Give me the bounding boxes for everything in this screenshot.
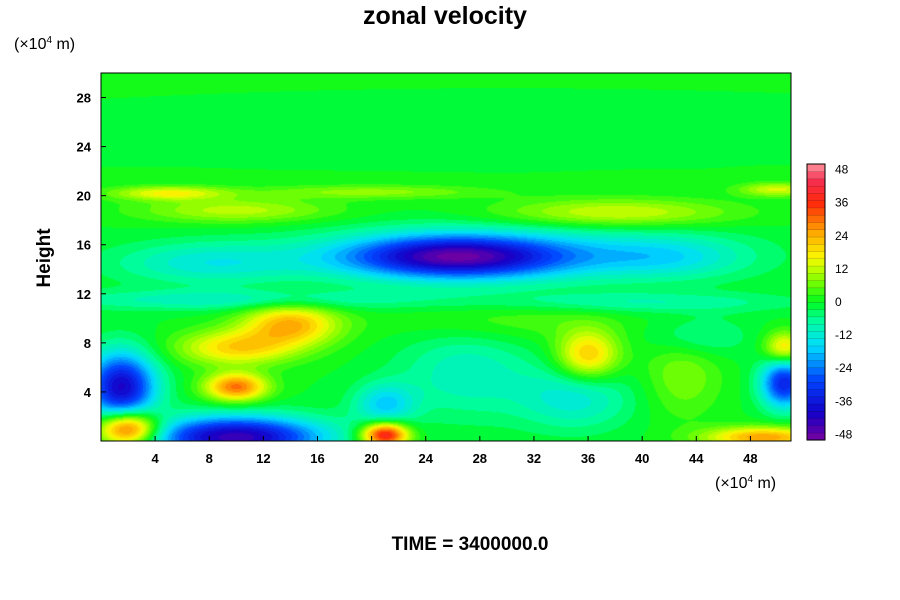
y-tick-label: 16 <box>77 238 91 253</box>
colorbar-band <box>806 207 826 216</box>
colorbar-ticks: 48 36 24 12 0 -12 -24 -36 -48 <box>835 163 853 442</box>
colorbar-bands <box>806 163 826 441</box>
colorbar-tick-label: 24 <box>835 229 849 243</box>
time-label: TIME = 3400000.0 <box>392 534 549 555</box>
colorbar-frame <box>806 163 826 441</box>
colorbar-tick-label: 12 <box>835 262 849 276</box>
y-axis-ticks: 4 8 12 16 20 24 28 <box>77 91 106 400</box>
x-tick-label: 48 <box>743 451 757 466</box>
y-tick-label: 4 <box>84 385 92 400</box>
x-tick-label: 8 <box>206 451 213 466</box>
colorbar-band <box>806 432 826 441</box>
y-tick-label: 28 <box>77 91 91 106</box>
colorbar: 48 36 24 12 0 -12 -24 -36 -48 <box>806 163 853 442</box>
colorbar-band <box>806 352 826 361</box>
x-tick-label: 36 <box>581 451 595 466</box>
colorbar-band <box>806 367 826 376</box>
colorbar-tick-label: -24 <box>835 361 853 375</box>
colorbar-band <box>806 330 826 339</box>
colorbar-band <box>806 418 826 427</box>
colorbar-tick-label: 48 <box>835 163 849 177</box>
y-tick-label: 8 <box>84 336 91 351</box>
plot-area <box>100 72 792 442</box>
colorbar-band <box>806 309 826 318</box>
colorbar-band <box>806 301 826 310</box>
colorbar-band <box>806 171 826 180</box>
x-tick-label: 24 <box>418 451 433 466</box>
colorbar-band <box>806 323 826 332</box>
colorbar-band <box>806 388 826 398</box>
y-axis-title: Height <box>34 228 55 288</box>
colorbar-tick-label: -48 <box>835 427 853 441</box>
colorbar-tick-label: 0 <box>835 295 842 309</box>
x-tick-label: 16 <box>310 451 324 466</box>
x-tick-label: 40 <box>635 451 649 466</box>
colorbar-band <box>806 374 826 383</box>
y-tick-label: 12 <box>77 287 91 302</box>
colorbar-band <box>806 272 826 281</box>
colorbar-band <box>806 192 826 201</box>
colorbar-band <box>806 236 826 245</box>
colorbar-band <box>806 410 826 419</box>
colorbar-band <box>806 185 826 194</box>
x-tick-label: 32 <box>527 451 541 466</box>
y-tick-label: 20 <box>77 189 91 204</box>
plot-frame <box>100 72 792 442</box>
x-tick-label: 28 <box>473 451 487 466</box>
colorbar-band <box>806 258 826 267</box>
chart-title: zonal velocity <box>363 2 527 30</box>
colorbar-band <box>806 294 826 303</box>
colorbar-band <box>806 359 826 368</box>
x-axis-unit: (×104 m) <box>715 474 776 492</box>
colorbar-tick-label: 36 <box>835 196 849 210</box>
colorbar-band <box>806 178 826 187</box>
colorbar-band <box>806 265 826 274</box>
colorbar-band <box>806 345 826 354</box>
colorbar-band <box>806 163 826 172</box>
colorbar-band <box>806 200 826 209</box>
colorbar-band <box>806 381 826 390</box>
x-tick-label: 44 <box>689 451 704 466</box>
colorbar-band <box>806 229 826 238</box>
colorbar-band <box>806 316 826 325</box>
colorbar-band <box>806 243 826 252</box>
x-tick-label: 12 <box>256 451 270 466</box>
heatmap-field <box>101 73 791 441</box>
y-tick-label: 24 <box>77 140 92 155</box>
colorbar-band <box>806 287 826 296</box>
colorbar-tick-label: -36 <box>835 394 853 408</box>
x-axis-ticks: 4 8 12 16 20 24 28 32 36 40 44 48 <box>152 436 758 466</box>
colorbar-band <box>806 221 826 230</box>
x-tick-label: 4 <box>152 451 160 466</box>
colorbar-tick-label: -12 <box>835 328 853 342</box>
colorbar-band <box>806 250 826 260</box>
colorbar-band <box>806 338 826 347</box>
y-axis-unit: (×104 m) <box>14 35 75 53</box>
colorbar-band <box>806 396 826 405</box>
colorbar-band <box>806 214 826 223</box>
x-tick-label: 20 <box>364 451 378 466</box>
colorbar-band <box>806 425 826 434</box>
colorbar-band <box>806 403 826 412</box>
colorbar-band <box>806 280 826 289</box>
